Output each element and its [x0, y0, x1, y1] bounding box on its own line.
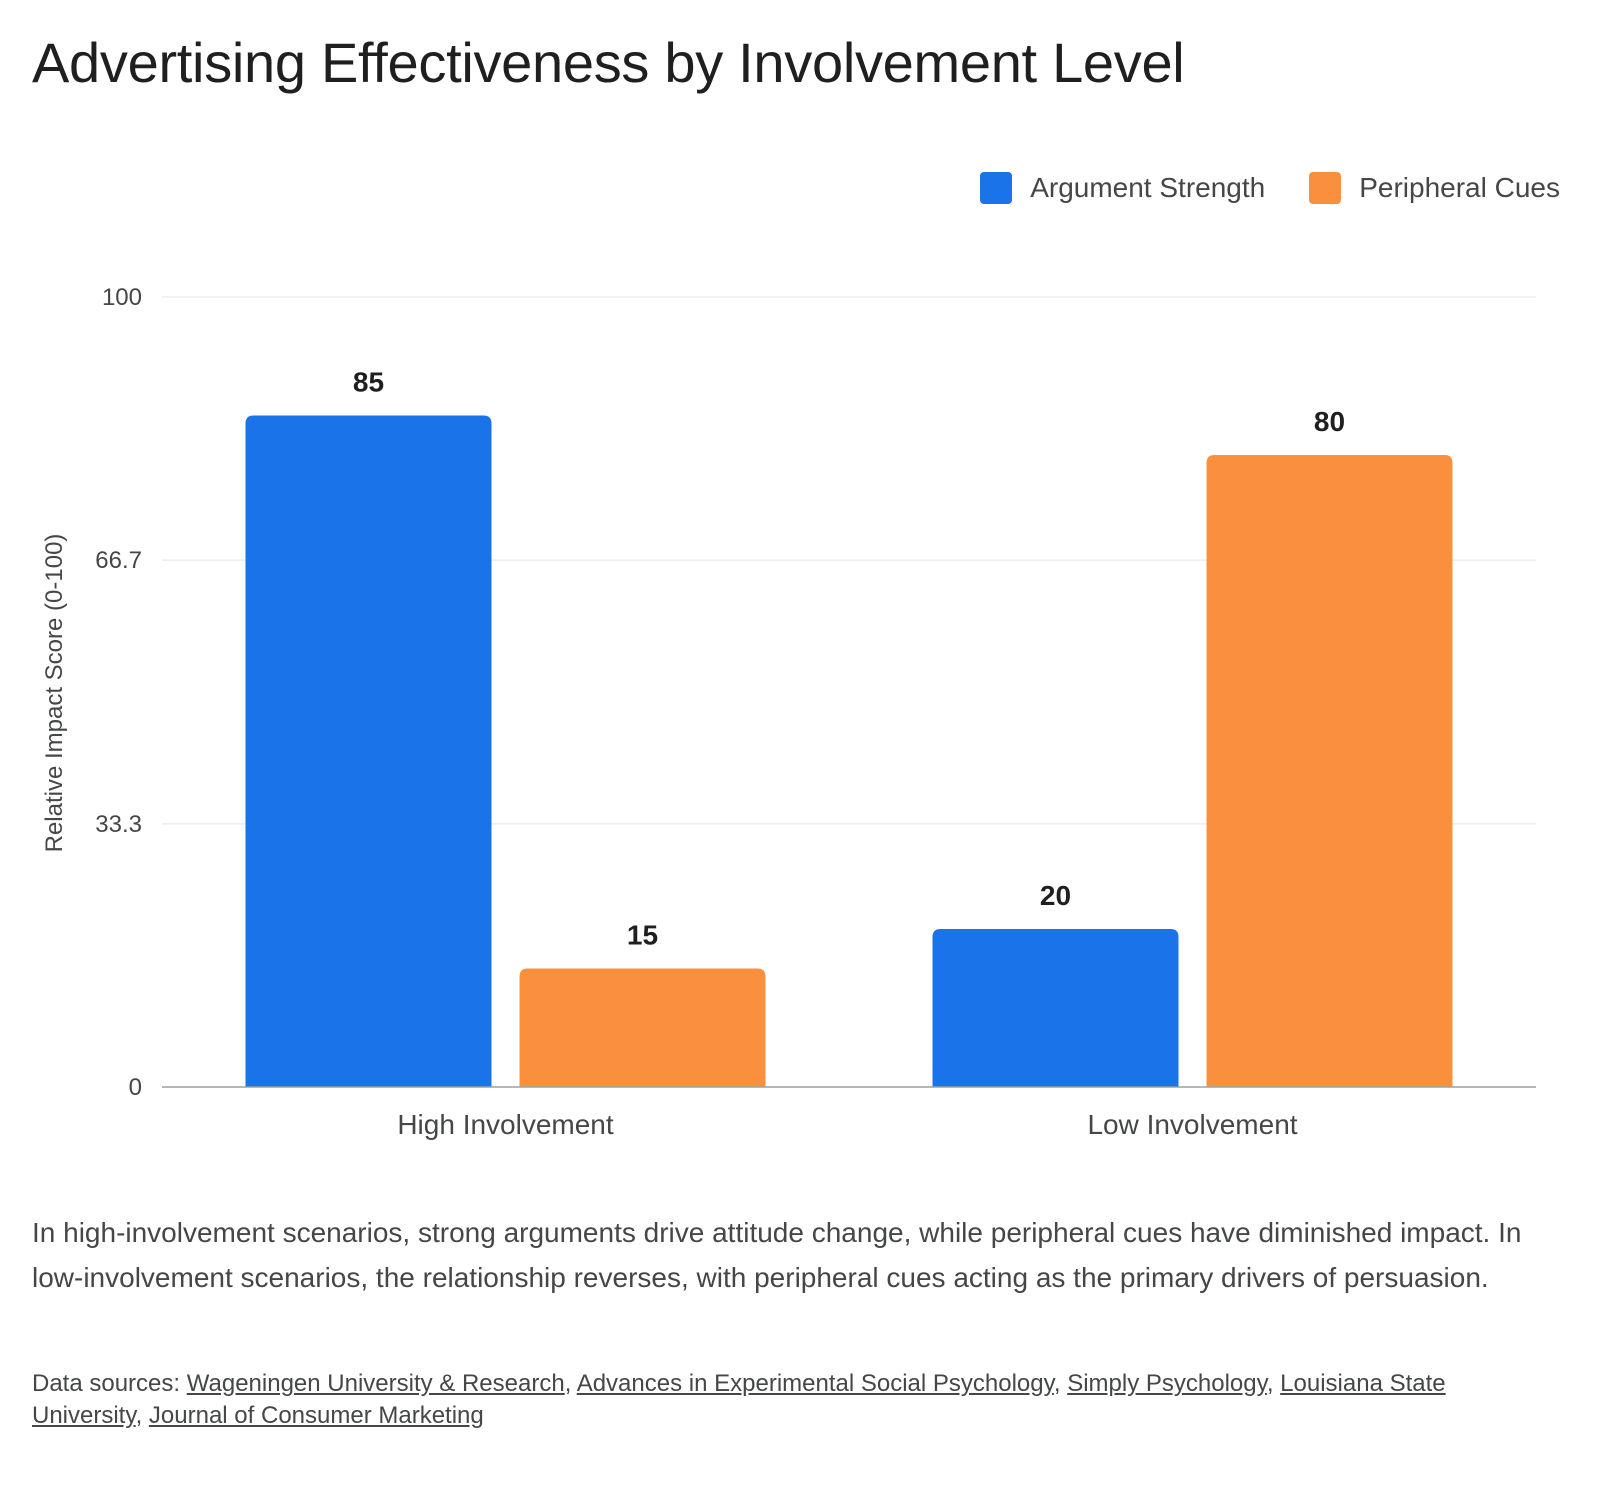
bar[interactable] [1206, 455, 1453, 1087]
y-tick-label: 33.3 [95, 811, 142, 838]
y-tick-label: 66.7 [95, 547, 142, 574]
legend-swatch-peripheral-cues [1309, 172, 1342, 204]
legend-item-argument-strength[interactable]: Argument Strength [980, 172, 1265, 204]
data-label: 15 [627, 920, 658, 951]
source-link[interactable]: Advances in Experimental Social Psycholo… [576, 1370, 1054, 1397]
chart-title: Advertising Effectiveness by Involvement… [32, 31, 1185, 94]
bar[interactable] [519, 968, 766, 1088]
sources-prefix: Data sources: [32, 1370, 187, 1397]
data-labels: 85 15 20 80 [353, 367, 1345, 951]
legend-item-peripheral-cues[interactable]: Peripheral Cues [1309, 172, 1560, 204]
source-link[interactable]: Simply Psychology [1067, 1370, 1267, 1397]
legend-swatch-argument-strength [980, 172, 1013, 204]
source-link[interactable]: Louisiana State University [32, 1370, 1446, 1429]
legend-label-argument-strength: Argument Strength [1030, 172, 1266, 203]
legend-label-peripheral-cues: Peripheral Cues [1359, 172, 1560, 203]
bars [245, 415, 1453, 1088]
y-axis-title: Relative Impact Score (0-100) [41, 534, 68, 853]
data-label: 80 [1314, 406, 1345, 437]
bar[interactable] [245, 415, 492, 1088]
legend: Argument Strength Peripheral Cues [980, 172, 1560, 204]
bar[interactable] [932, 929, 1179, 1087]
y-tick-label: 100 [102, 284, 142, 311]
bar-chart: 0 33.3 66.7 100 Relative Impact Score (0-10… [41, 284, 1536, 1140]
x-category-label: Low Involvement [1087, 1109, 1297, 1140]
data-label: 85 [353, 367, 384, 398]
chart-note: In high-involvement scenarios, strong ar… [32, 1217, 1522, 1293]
data-label: 20 [1040, 880, 1071, 911]
x-category-label: High Involvement [397, 1109, 614, 1140]
source-link[interactable]: Journal of Consumer Marketing [148, 1402, 484, 1429]
data-sources: Data sources: Wageningen University & Re… [32, 1370, 1446, 1429]
y-axis-ticks: 0 33.3 66.7 100 [95, 284, 142, 1101]
y-tick-label: 0 [129, 1074, 142, 1101]
x-axis-categories: High Involvement Low Involvement [397, 1109, 1297, 1140]
source-link[interactable]: Wageningen University & Research [186, 1370, 565, 1397]
